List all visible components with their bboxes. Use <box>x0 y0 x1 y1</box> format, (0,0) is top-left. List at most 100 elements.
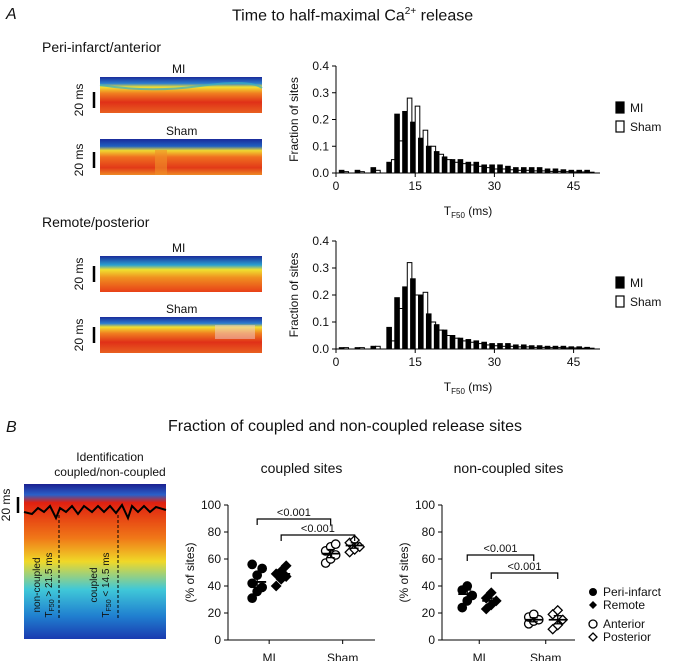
y-tick-label: 60 <box>208 552 222 566</box>
bar-mi <box>370 167 377 174</box>
scatter-coupled-sites: 0 20 40 60 80 100 MI Sham (% of sites) coupled si… <box>183 460 375 661</box>
legend-marker-anterior <box>588 619 598 629</box>
data-point <box>280 560 292 572</box>
panel-a-letter: A <box>6 6 17 23</box>
scale-label-a1: 20 ms <box>72 84 86 117</box>
section-label-peri: Peri-infarct/anterior <box>42 39 162 55</box>
bar-mi <box>386 326 392 350</box>
legend-label-posterior: Posterior <box>603 630 651 644</box>
bar-sham <box>343 347 350 350</box>
bar-mi <box>394 113 400 174</box>
y-tick-label: 0.2 <box>312 288 329 302</box>
x-tick-label: 0 <box>333 355 340 369</box>
y-axis-label: (% of sites) <box>183 542 197 602</box>
y-tick-label: 0 <box>214 633 221 647</box>
bar-mi <box>425 145 432 174</box>
y-tick-label: 0.3 <box>312 86 329 100</box>
x-tick-label: Sham <box>530 651 561 661</box>
identification-title: Identification <box>76 450 144 464</box>
linescan-sham-peri <box>100 139 262 175</box>
legend-label-mi: MI <box>630 101 643 115</box>
bar-mi <box>497 164 503 174</box>
bar-mi <box>386 161 392 174</box>
bar-mi <box>505 343 511 350</box>
bar-mi <box>576 346 583 350</box>
bar-sham <box>375 169 381 174</box>
bar-sham <box>359 347 365 350</box>
section-label-remote: Remote/posterior <box>42 214 150 230</box>
bar-sham <box>375 345 381 350</box>
bar-mi <box>418 294 424 350</box>
bar-mi <box>560 345 567 350</box>
bar-mi <box>489 164 495 174</box>
image-label-sham-peri: Sham <box>166 124 198 138</box>
bar-mi <box>520 344 527 350</box>
bar-mi <box>354 169 361 174</box>
x-axis-label: TF50 (ms) <box>444 204 492 220</box>
bar-mi <box>528 167 535 174</box>
bar-mi <box>497 343 503 350</box>
bar-mi <box>481 341 487 350</box>
significance-bracket <box>280 534 356 541</box>
y-tick-label: 100 <box>415 498 435 512</box>
x-tick-label: MI <box>262 651 275 661</box>
identification-subtitle: coupled/non-coupled <box>54 465 166 479</box>
scale-label-a2: 20 ms <box>72 144 86 177</box>
legend-swatch-mi <box>615 101 625 114</box>
panel-b-letter: B <box>6 419 17 436</box>
y-tick-label: 20 <box>208 606 222 620</box>
y-tick-label: 20 <box>422 606 436 620</box>
y-tick-label: 40 <box>208 579 222 593</box>
y-tick-label: 40 <box>422 579 436 593</box>
x-tick-label: 15 <box>409 179 423 193</box>
image-label-sham-remote: Sham <box>166 302 198 316</box>
data-point <box>462 581 473 591</box>
x-axis-label: TF50 (ms) <box>444 380 492 396</box>
bar-sham <box>343 171 350 174</box>
data-point <box>552 604 564 616</box>
legend-label-remote: Remote <box>603 598 645 612</box>
bar-mi <box>338 169 345 174</box>
y-axis-label: (% of sites) <box>397 542 411 602</box>
bar-mi <box>584 169 590 174</box>
significance-bracket <box>490 572 559 579</box>
y-tick-label: 60 <box>422 552 436 566</box>
x-tick-label: 15 <box>409 355 423 369</box>
significance-bracket <box>466 554 535 561</box>
y-tick-label: 0.4 <box>312 59 329 73</box>
annot-noncoupled-1: non-coupled <box>32 557 43 612</box>
bar-mi <box>449 335 456 350</box>
y-tick-label: 0.0 <box>312 342 329 356</box>
image-label-mi-peri: MI <box>172 62 186 76</box>
linescan-identification <box>23 484 167 639</box>
data-point <box>247 559 258 570</box>
bar-mi <box>418 137 424 174</box>
linescan-mi-remote <box>100 256 262 292</box>
y-axis-label: Fraction of sites <box>287 77 301 162</box>
x-tick-label: 30 <box>488 355 502 369</box>
bar-mi <box>441 329 448 350</box>
data-point <box>270 580 282 592</box>
data-point <box>247 593 258 604</box>
bar-mi <box>560 169 567 174</box>
bar-mi <box>528 345 535 350</box>
image-label-mi-remote: MI <box>172 241 186 255</box>
y-tick-label: 100 <box>201 498 221 512</box>
x-tick-label: 30 <box>488 179 502 193</box>
y-tick-label: 0.4 <box>312 234 329 248</box>
y-tick-label: 0 <box>428 633 435 647</box>
bar-mi <box>338 347 345 350</box>
bar-mi <box>433 324 440 350</box>
bar-mi <box>402 110 408 174</box>
x-tick-label: MI <box>473 651 486 661</box>
legend-swatch-sham <box>615 295 625 308</box>
bar-mi <box>544 345 551 350</box>
data-point <box>485 587 497 599</box>
p-value-label: <0.001 <box>301 523 335 535</box>
bar-mi <box>520 167 527 174</box>
y-tick-label: 0.2 <box>312 113 329 127</box>
panel-b-title: Fraction of coupled and non-coupled rele… <box>168 418 522 435</box>
bar-mi <box>552 345 559 350</box>
histogram-remote: 0.0 0.1 0.2 0.3 0.4 0 15 30 45 Fraction of sites T… <box>287 234 661 396</box>
data-point <box>257 563 268 574</box>
